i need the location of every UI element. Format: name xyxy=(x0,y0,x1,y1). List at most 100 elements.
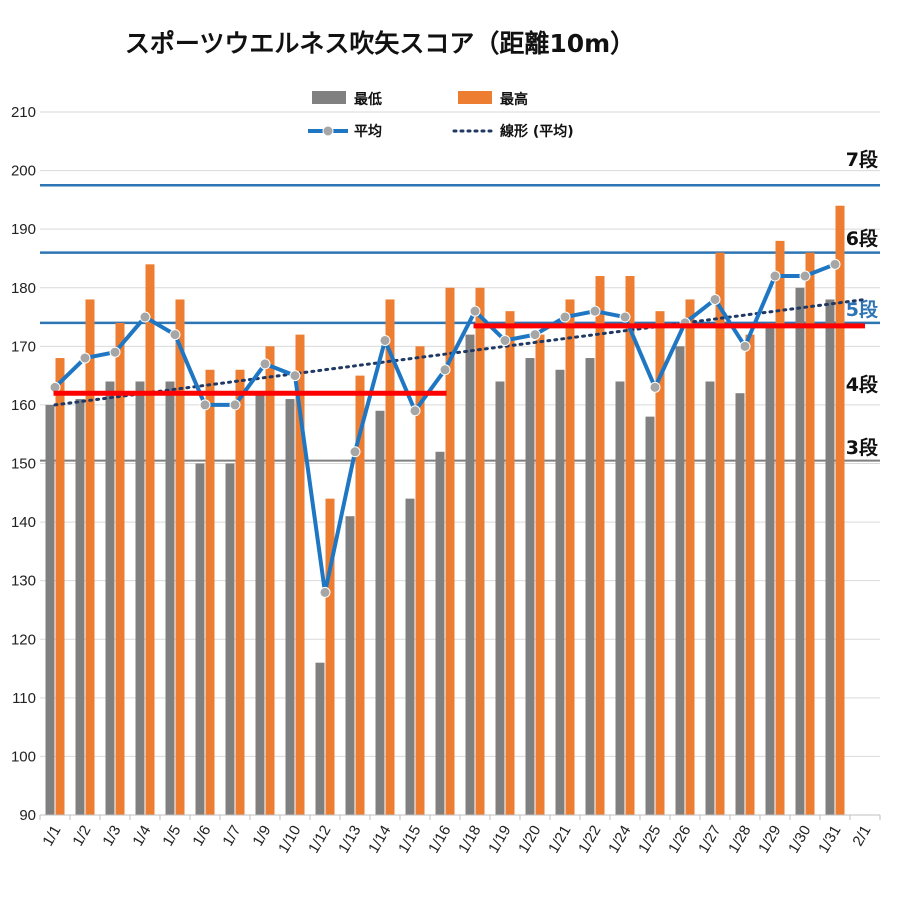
x-tick-label: 1/10 xyxy=(275,823,304,857)
bar-min xyxy=(735,393,745,815)
x-tick-label: 1/13 xyxy=(335,823,364,857)
average-point xyxy=(469,305,481,317)
y-tick-label: 90 xyxy=(19,807,36,824)
x-tick-label: 1/1 xyxy=(39,823,64,850)
bar-max xyxy=(415,346,425,815)
bar-max xyxy=(175,299,185,815)
x-tick-label: 1/31 xyxy=(815,823,844,857)
average-point xyxy=(829,258,841,270)
bar-min xyxy=(825,299,835,815)
y-tick-label: 110 xyxy=(12,690,36,707)
x-tick-label: 1/14 xyxy=(365,823,394,857)
average-point xyxy=(79,352,91,364)
bar-max xyxy=(685,299,695,815)
y-tick-label: 170 xyxy=(11,338,36,355)
legend-swatch-marker xyxy=(322,125,334,137)
trendline-average xyxy=(53,297,867,407)
y-tick-label: 100 xyxy=(11,748,36,765)
average-point xyxy=(229,399,241,411)
x-tick-label: 1/29 xyxy=(755,823,784,857)
bar-max xyxy=(475,287,485,815)
y-tick-label: 140 xyxy=(11,514,36,531)
bar-max xyxy=(205,369,215,815)
level-labels: 7段 6段 5段 4段 3段 xyxy=(846,148,879,459)
bar-min xyxy=(345,516,355,815)
average-point xyxy=(559,311,571,323)
bar-min xyxy=(525,358,535,815)
bar-max xyxy=(595,276,605,815)
x-tick-label: 1/21 xyxy=(545,823,574,857)
x-tick-label: 1/15 xyxy=(395,823,424,857)
average-point xyxy=(439,364,451,376)
x-tick-label: 1/12 xyxy=(305,823,334,857)
y-tick-label: 130 xyxy=(11,573,36,590)
bar-min xyxy=(435,451,445,815)
x-tick-label: 1/28 xyxy=(725,823,754,857)
x-tick-label: 1/2 xyxy=(69,823,94,850)
y-tick-label: 160 xyxy=(11,397,36,414)
bar-max xyxy=(115,322,125,815)
bar-min xyxy=(465,334,475,815)
bar-max xyxy=(445,287,455,815)
bar-min xyxy=(315,662,325,815)
legend-swatch-bar xyxy=(458,91,492,104)
bar-max xyxy=(775,240,785,816)
bar-min xyxy=(765,322,775,815)
level-label: 5段 xyxy=(846,298,879,321)
average-point xyxy=(259,358,271,370)
average-point xyxy=(379,334,391,346)
x-tick-label: 1/16 xyxy=(425,823,454,857)
x-tick-label: 1/30 xyxy=(785,823,814,857)
bar-min xyxy=(645,416,655,815)
x-tick-label: 1/20 xyxy=(515,823,544,857)
bar-min xyxy=(75,399,85,815)
average-point xyxy=(739,340,751,352)
average-point xyxy=(619,311,631,323)
bar-min xyxy=(405,498,415,815)
bar-max xyxy=(655,311,665,815)
y-tick-label: 150 xyxy=(11,456,36,473)
bar-min xyxy=(705,381,715,815)
bar-min xyxy=(495,381,505,815)
average-point xyxy=(319,586,331,598)
average-point xyxy=(109,346,121,358)
x-tick-label: 1/25 xyxy=(635,823,664,857)
bar-min xyxy=(135,381,145,815)
legend-label: 最高 xyxy=(500,91,528,108)
average-point xyxy=(169,329,181,341)
x-tick-label: 1/26 xyxy=(665,823,694,857)
bar-max xyxy=(235,369,245,815)
x-tick-label: 2/1 xyxy=(849,823,874,850)
y-tick-label: 180 xyxy=(11,280,36,297)
bar-min xyxy=(195,463,205,815)
average-point xyxy=(139,311,151,323)
x-tick-label: 1/5 xyxy=(159,823,184,850)
y-tick-label: 120 xyxy=(11,631,36,648)
bar-min xyxy=(675,346,685,815)
x-tick-label: 1/7 xyxy=(219,823,244,850)
red-segments xyxy=(53,323,865,396)
level-label: 4段 xyxy=(846,373,879,396)
bar-min xyxy=(795,287,805,815)
bar-max xyxy=(145,264,155,816)
x-tick-label: 1/9 xyxy=(249,823,274,850)
legend-swatch-bar xyxy=(312,91,346,104)
bar-max xyxy=(805,252,815,816)
bar-max xyxy=(535,334,545,815)
bar-max xyxy=(505,311,515,815)
x-tick-label: 1/18 xyxy=(455,823,484,857)
bar-max xyxy=(295,334,305,815)
level-label: 3段 xyxy=(846,436,879,459)
trendline xyxy=(53,297,867,407)
average-point xyxy=(349,446,361,458)
average-point xyxy=(529,329,541,341)
y-tick-label: 200 xyxy=(11,163,36,180)
bar-max xyxy=(625,276,635,815)
y-tick-label: 210 xyxy=(11,104,36,121)
bar-max xyxy=(715,252,725,816)
bar-min xyxy=(615,381,625,815)
bar-max xyxy=(325,498,335,815)
x-tick-label: 1/24 xyxy=(605,823,634,857)
